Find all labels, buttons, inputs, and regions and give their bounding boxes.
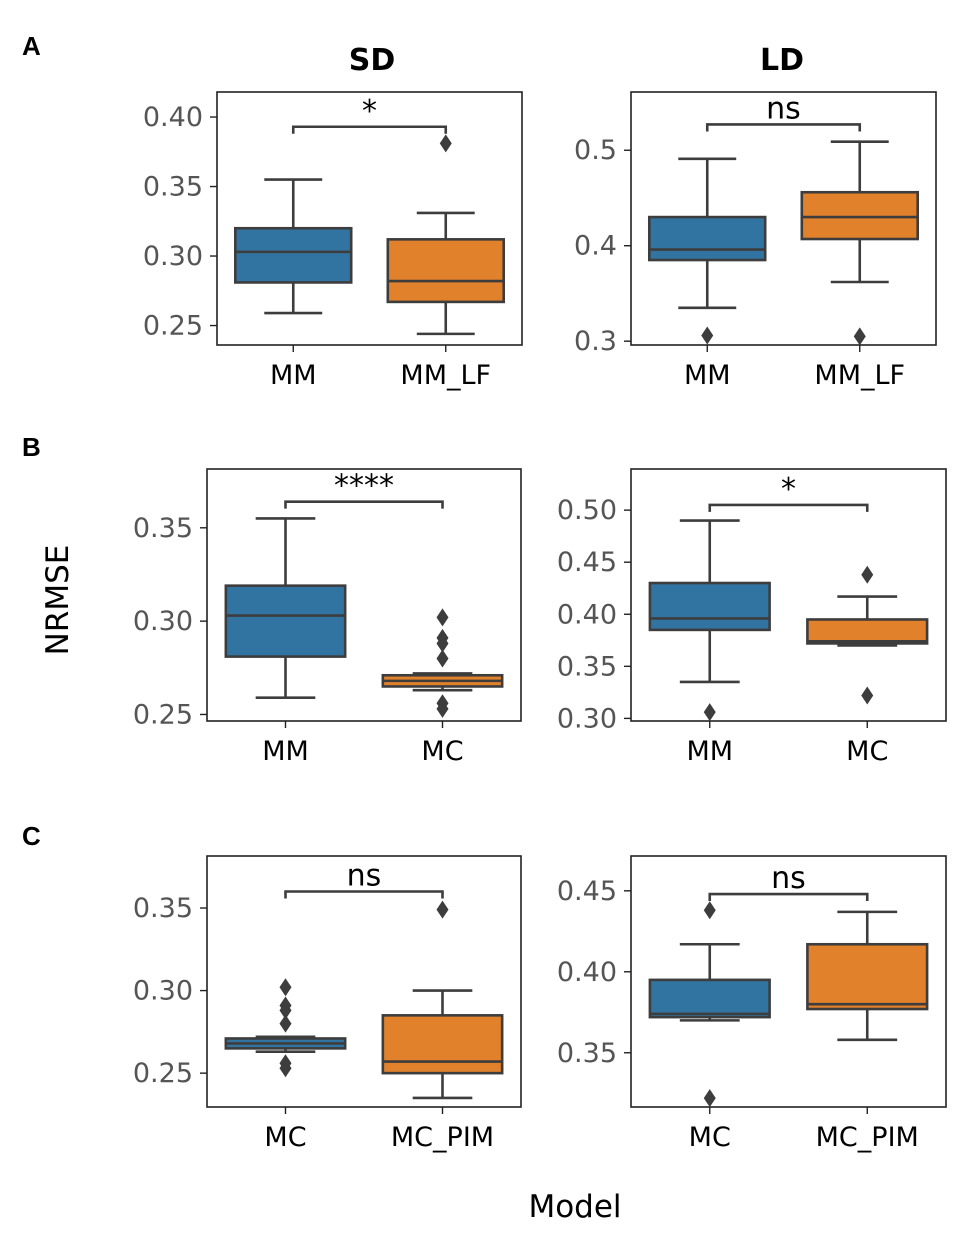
- panel-b-ld-ytick-label-2: 0.40: [557, 599, 617, 630]
- panel-a-ld-ytick-label-0: 0.3: [574, 326, 617, 357]
- panel-letter-c: C: [22, 821, 41, 851]
- panel-a-sd-ytick-label-3: 0.40: [143, 102, 203, 133]
- x-axis-label: Model: [528, 1189, 621, 1225]
- panel-a-ld-mm_lf-box: [800, 190, 919, 241]
- panel-c-ld-significance-label: ns: [771, 861, 806, 896]
- panel-a-ld-significance-bracket: [705, 123, 862, 132]
- panel-c-ld-chart: 0.35 0.40 0.45 MC MC_PIM ns: [557, 855, 947, 1153]
- panel-c-sd-xtick-label-mc_pim: MC_PIM: [391, 1122, 494, 1153]
- panel-b-ld-mm-box: [648, 581, 771, 632]
- panel-b-ld-chart: 0.30 0.35 0.40 0.45 0.50 MM MC *: [557, 468, 947, 767]
- panel-a-ld-mm-flier-0: [701, 326, 714, 345]
- panel-c-sd-mc-flier-3: [279, 1014, 292, 1033]
- panel-c-ld-ytick-label-1: 0.40: [557, 957, 617, 988]
- panel-a-sd-mm_lf-flier-0: [439, 134, 452, 153]
- plots-group: 0.25 0.30 0.35 0.40 MM MM_LF * 0.3 0.4 0.5 MM MM_LF…: [133, 91, 947, 1153]
- panel-b-sd-mc-flier-2: [436, 634, 449, 653]
- panel-c-ld-mc_pim-box: [806, 942, 929, 1011]
- panel-b-ld-significance-label: *: [781, 472, 796, 507]
- panel-b-ld-ytick-label-3: 0.45: [557, 547, 617, 578]
- panel-a-ld-significance-label: ns: [766, 91, 801, 126]
- panel-a-sd-ytick-label-1: 0.30: [143, 241, 203, 272]
- panel-b-ld-ytick-label-0: 0.30: [557, 703, 617, 734]
- panel-c-sd-significance-bracket: [284, 890, 444, 899]
- panel-b-sd-ytick-label-2: 0.35: [133, 513, 193, 544]
- panel-b-sd-xtick-label-mc: MC: [421, 736, 463, 767]
- panel-letter-a: A: [22, 31, 41, 61]
- panel-a-sd-frame: [216, 91, 523, 346]
- panel-c-ld-xtick-label-mc_pim: MC_PIM: [816, 1122, 919, 1153]
- panel-c-sd-ytick-label-0: 0.25: [133, 1058, 193, 1089]
- panel-b-sd-xtick-label-mm: MM: [262, 736, 309, 767]
- panel-c-sd-chart: 0.25 0.30 0.35 MC MC_PIM ns: [133, 855, 522, 1153]
- panel-a-sd-xtick-label-mm: MM: [270, 360, 317, 391]
- panel-a-ld-xtick-label-mm: MM: [684, 360, 731, 391]
- panel-a-ld-xtick-label-mm_lf: MM_LF: [814, 360, 905, 391]
- panel-c-sd-ytick-label-1: 0.30: [133, 976, 193, 1007]
- panel-b-ld-mc-box: [806, 618, 929, 645]
- panel-b-ld-mc-flier-1: [861, 686, 874, 705]
- panel-c-sd-xtick-label-mc: MC: [264, 1122, 306, 1153]
- panel-b-sd-mm-box: [224, 584, 347, 658]
- column-title-ld: LD: [760, 43, 804, 78]
- panel-a-sd-ytick-label-2: 0.35: [143, 172, 203, 203]
- panel-c-sd-ytick-label-2: 0.35: [133, 893, 193, 924]
- panel-a-ld-frame: [630, 91, 937, 346]
- panel-b-sd-frame: [206, 468, 522, 722]
- panel-c-sd-mc_pim-box: [381, 1014, 504, 1075]
- panel-b-ld-significance-bracket: [708, 503, 869, 512]
- panel-c-sd-frame: [206, 855, 522, 1108]
- panel-c-ld-frame: [630, 855, 947, 1108]
- panel-b-sd-ytick-label-1: 0.30: [133, 606, 193, 637]
- panel-a-ld-mm-box: [647, 215, 767, 262]
- panel-b-sd-chart: 0.25 0.30 0.35 MM MC ****: [133, 468, 522, 767]
- panel-c-ld-mc-box: [648, 978, 771, 1019]
- panel-c-sd-mc-flier-2: [279, 1001, 292, 1020]
- panel-a-sd-mm-box: [234, 226, 353, 284]
- panel-letter-b: B: [22, 432, 41, 462]
- panel-a-sd-significance-label: *: [362, 94, 377, 129]
- panel-c-sd-mc-flier-0: [279, 978, 292, 997]
- panel-c-sd-mc-flier-5: [279, 1059, 292, 1078]
- panel-b-ld-xtick-label-mm: MM: [686, 736, 733, 767]
- panel-b-ld-mm-flier-0: [703, 703, 716, 722]
- panel-b-ld-frame: [630, 468, 947, 722]
- panel-a-ld-mm_lf-flier-0: [853, 327, 866, 346]
- panel-a-sd-xtick-label-mm_lf: MM_LF: [400, 360, 491, 391]
- panel-b-sd-mc-flier-3: [436, 649, 449, 668]
- panel-b-ld-ytick-label-1: 0.35: [557, 651, 617, 682]
- panel-c-ld-ytick-label-2: 0.45: [557, 876, 617, 907]
- column-title-sd: SD: [349, 43, 396, 78]
- panel-a-ld-chart: 0.3 0.4 0.5 MM MM_LF ns: [574, 91, 937, 391]
- panel-a-ld-ytick-label-2: 0.5: [574, 135, 617, 166]
- panel-a-sd-mm_lf-box: [386, 238, 505, 304]
- panel-c-ld-mc-flier-0: [703, 901, 716, 920]
- panel-b-ld-xtick-label-mc: MC: [846, 736, 888, 767]
- panel-c-ld-ytick-label-0: 0.35: [557, 1038, 617, 1069]
- panel-c-ld-xtick-label-mc: MC: [689, 1122, 731, 1153]
- panel-b-sd-mc-flier-0: [436, 608, 449, 627]
- panel-c-sd-mc_pim-flier-0: [436, 900, 449, 919]
- panel-b-ld-ytick-label-4: 0.50: [557, 495, 617, 526]
- panel-b-sd-significance-label: ****: [334, 469, 394, 504]
- panel-c-ld-significance-bracket: [708, 892, 869, 902]
- panel-a-sd-ytick-label-0: 0.25: [143, 311, 203, 342]
- panel-a-sd-significance-bracket: [291, 125, 448, 134]
- y-axis-label: NRMSE: [40, 545, 76, 656]
- panel-b-sd-mc-flier-5: [436, 699, 449, 718]
- panel-a-sd-chart: 0.25 0.30 0.35 0.40 MM MM_LF *: [143, 91, 523, 391]
- panel-b-sd-ytick-label-0: 0.25: [133, 699, 193, 730]
- panel-a-ld-ytick-label-1: 0.4: [574, 231, 617, 262]
- panel-b-ld-mc-flier-0: [861, 565, 874, 584]
- panel-c-ld-mc-flier-1: [703, 1089, 716, 1108]
- panel-c-sd-significance-label: ns: [347, 859, 382, 894]
- panel-b-sd-significance-bracket: [284, 500, 444, 509]
